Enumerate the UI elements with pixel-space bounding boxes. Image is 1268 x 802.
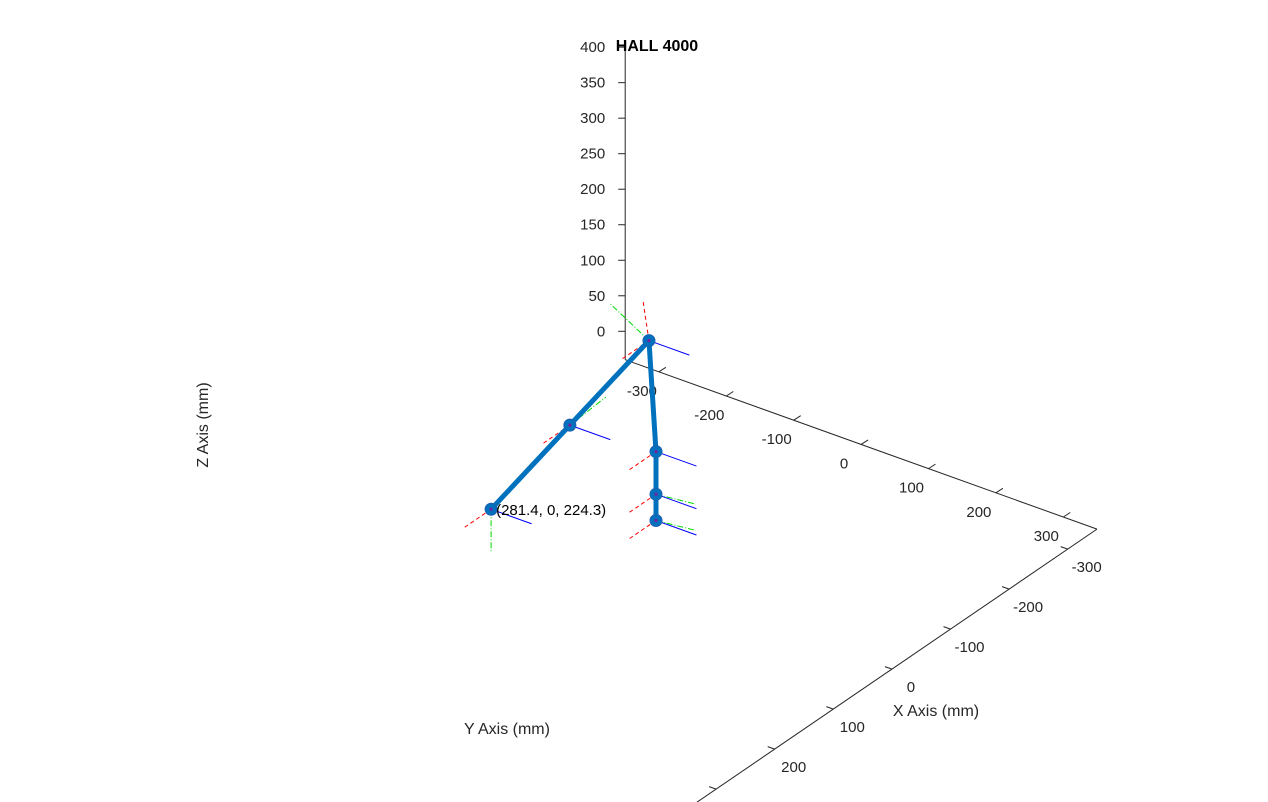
y-tick-mark bbox=[928, 463, 936, 470]
tick-labels: -300 -200 -100 0 100 200 300 -300 -200 -100 0 100 20… bbox=[580, 39, 1102, 802]
z-tick-label: 400 bbox=[580, 39, 605, 56]
frame-y-axis bbox=[608, 302, 650, 341]
frame-y-axis bbox=[655, 519, 697, 531]
frame-z-axis bbox=[655, 451, 697, 467]
z-tick-label: 0 bbox=[597, 323, 605, 340]
end-effector-annotation: (281.4, 0, 224.3) bbox=[496, 502, 606, 519]
x-tick-mark bbox=[884, 666, 893, 670]
z-tick-label: 300 bbox=[580, 110, 605, 127]
x-tick-label: 0 bbox=[907, 679, 915, 696]
robot-links bbox=[488, 338, 659, 523]
z-tick-label: 350 bbox=[580, 75, 605, 92]
z-tick-label: 100 bbox=[580, 252, 605, 269]
y-tick-mark bbox=[995, 487, 1004, 494]
chart-title: HALL 4000 bbox=[616, 38, 699, 55]
y-tick-label: 100 bbox=[899, 480, 924, 497]
frame-x-axis bbox=[629, 520, 657, 539]
x-tick-mark bbox=[1001, 586, 1010, 590]
frame-x-axis bbox=[543, 424, 571, 444]
robot-joint-center bbox=[654, 492, 658, 496]
y-tick-mark bbox=[658, 366, 667, 373]
z-axis-label: Z Axis (mm) bbox=[195, 382, 212, 467]
x-tick-mark bbox=[943, 626, 951, 630]
x-tick-label: -300 bbox=[1072, 559, 1102, 576]
y-tick-mark bbox=[726, 391, 734, 397]
robot-joints bbox=[484, 334, 663, 527]
z-tick-label: 200 bbox=[580, 181, 605, 198]
x-tick-label: -100 bbox=[954, 639, 984, 656]
frame-z-axis bbox=[648, 340, 690, 356]
x-tick-label: 100 bbox=[840, 719, 865, 736]
z-tick-label: 150 bbox=[580, 217, 605, 234]
frame-z-axis bbox=[490, 508, 532, 525]
x-tick-label: -200 bbox=[1013, 599, 1043, 616]
y-tick-label: -100 bbox=[762, 431, 792, 448]
y-tick-label: 300 bbox=[1034, 528, 1059, 545]
x-tick-label: 200 bbox=[781, 759, 806, 776]
x-tick-mark bbox=[708, 786, 717, 790]
axes-frame bbox=[618, 40, 1098, 802]
annotations: (281.4, 0, 224.3) bbox=[496, 502, 606, 519]
frame-z-axis bbox=[655, 520, 697, 536]
y-axis-label: Y Axis (mm) bbox=[464, 721, 550, 738]
y-axis-line bbox=[625, 359, 1098, 530]
y-tick-label: -200 bbox=[694, 407, 724, 424]
robot-joint-center bbox=[654, 518, 658, 523]
x-tick-mark bbox=[767, 746, 775, 750]
frame-z-axis bbox=[655, 493, 697, 510]
robot-link-line bbox=[488, 338, 659, 523]
frame-y-axis bbox=[655, 493, 697, 505]
frame-z-axis bbox=[569, 424, 611, 441]
frame-x-axis bbox=[464, 508, 492, 528]
y-tick-mark bbox=[1063, 512, 1071, 518]
y-tick-label: 200 bbox=[966, 504, 991, 521]
robot-joint-center bbox=[568, 423, 572, 427]
z-tick-label: 250 bbox=[580, 146, 605, 163]
frame-x-axis bbox=[629, 451, 657, 470]
y-tick-mark bbox=[793, 415, 801, 421]
y-tick-mark bbox=[860, 439, 869, 445]
x-tick-mark bbox=[1060, 546, 1068, 550]
x-axis-label: X Axis (mm) bbox=[893, 703, 979, 720]
frame-x-axis bbox=[629, 493, 657, 513]
z-tick-label: 50 bbox=[589, 288, 606, 305]
x-axis-line bbox=[696, 528, 1098, 802]
y-tick-label: 0 bbox=[840, 455, 848, 472]
robot-joint-center bbox=[654, 449, 658, 454]
y-tick-label: -300 bbox=[627, 383, 657, 400]
robot-joint-center bbox=[489, 507, 493, 511]
frame-x-axis bbox=[622, 340, 650, 359]
frame-y-axis bbox=[569, 396, 607, 426]
x-tick-label: 300 bbox=[723, 799, 748, 802]
robot-joint-center bbox=[647, 338, 651, 343]
x-tick-mark bbox=[826, 706, 834, 710]
